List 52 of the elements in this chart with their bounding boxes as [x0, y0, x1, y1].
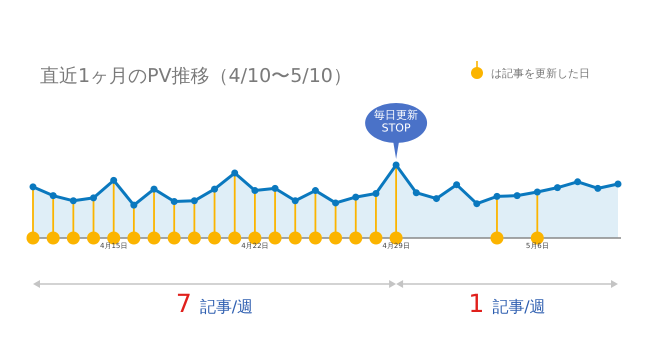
legend-label: は記事を更新した日 — [491, 67, 590, 80]
point — [90, 194, 98, 202]
point — [594, 184, 602, 192]
point — [168, 232, 181, 244]
point — [349, 232, 362, 244]
point — [150, 186, 158, 193]
point — [87, 232, 100, 244]
point — [369, 232, 382, 244]
point — [288, 232, 302, 244]
point — [127, 232, 140, 244]
point — [329, 232, 342, 244]
point — [473, 200, 480, 208]
point — [308, 232, 322, 244]
point — [312, 187, 319, 194]
text: 7 記事/週 — [176, 289, 254, 318]
point — [490, 232, 504, 244]
point — [30, 183, 36, 190]
point — [392, 162, 400, 168]
point — [110, 176, 118, 184]
point — [292, 197, 299, 204]
point — [432, 195, 440, 202]
point — [514, 192, 521, 200]
chart-title: 直近1ヶ月のPV推移（4/10〜5/10） — [40, 65, 352, 87]
point — [70, 197, 77, 204]
point — [574, 178, 582, 186]
point — [352, 194, 360, 201]
point — [453, 181, 460, 188]
point — [268, 232, 282, 244]
point — [372, 190, 380, 197]
point — [188, 232, 201, 244]
point — [208, 232, 222, 244]
point — [272, 184, 279, 192]
point — [614, 180, 622, 188]
annotation: 毎日更新 STOP — [374, 108, 418, 134]
point — [46, 232, 60, 244]
point — [332, 199, 340, 206]
point — [170, 198, 178, 205]
text: 1 記事/週 — [468, 289, 546, 318]
point — [251, 187, 258, 194]
point — [50, 192, 57, 200]
point — [493, 192, 500, 200]
point — [190, 197, 198, 204]
point — [130, 202, 138, 209]
point — [148, 232, 161, 244]
point — [211, 186, 218, 193]
point — [66, 232, 80, 244]
point — [534, 188, 541, 196]
point — [231, 170, 238, 177]
point — [554, 184, 561, 192]
point — [228, 232, 242, 244]
point — [26, 232, 40, 244]
point — [412, 189, 420, 196]
